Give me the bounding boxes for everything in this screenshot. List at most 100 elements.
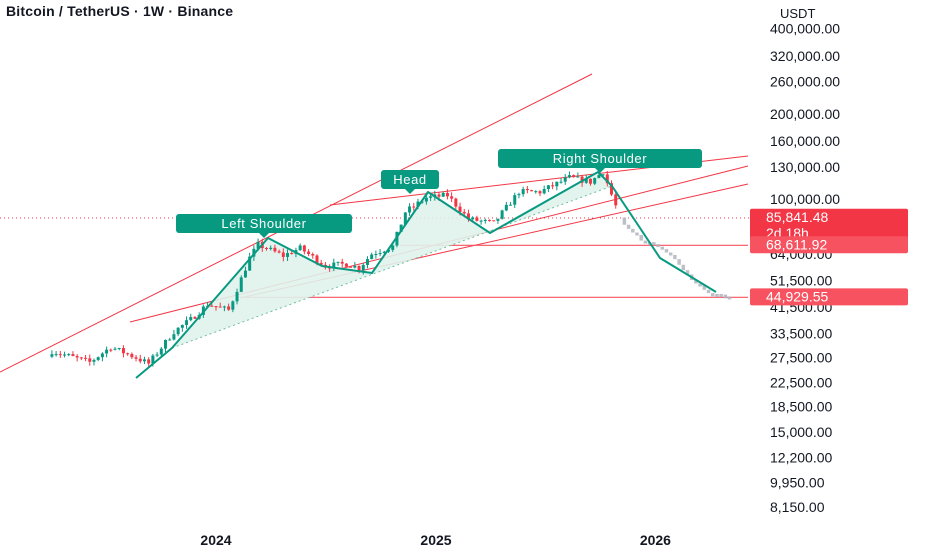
candle-body <box>79 357 83 359</box>
candle-body <box>559 181 563 183</box>
candle-body <box>71 354 75 357</box>
candle-body <box>176 327 180 335</box>
candle-body <box>441 192 445 197</box>
candle-body <box>496 218 500 221</box>
y-tick-label: 8,150.00 <box>770 499 825 515</box>
annotation-label: Head <box>393 172 426 187</box>
candle-body <box>121 348 125 354</box>
annotation-pointer <box>259 233 269 238</box>
projection-candle <box>694 279 698 284</box>
candle-body <box>222 306 226 308</box>
candle-body <box>96 357 100 360</box>
projection-candle <box>719 293 723 297</box>
candle-body <box>164 339 168 349</box>
candle-body <box>168 339 172 341</box>
candle-body <box>576 176 580 178</box>
candle-body <box>286 253 290 257</box>
y-tick-label: 320,000.00 <box>770 48 840 64</box>
candle-body <box>517 194 521 196</box>
candle-body <box>437 194 441 197</box>
candle-body <box>370 254 374 260</box>
candle-body <box>172 334 176 340</box>
candle-body <box>344 263 348 267</box>
candle-body <box>269 247 273 249</box>
candle-body <box>281 252 285 257</box>
projection-candle <box>622 217 627 225</box>
candle-body <box>231 301 235 310</box>
annotation-label: Left Shoulder <box>221 216 306 231</box>
candle-body <box>471 217 475 220</box>
candle-body <box>546 185 550 190</box>
y-tick-label: 9,950.00 <box>770 475 825 491</box>
projection-candle <box>631 228 635 233</box>
projection-candle <box>702 284 707 290</box>
x-tick-label: 2025 <box>420 532 451 548</box>
pattern-annotations: Left Shoulder Head Right Shoulder <box>176 149 702 238</box>
projection-candle <box>656 244 660 248</box>
candle-body <box>63 354 67 356</box>
candle-body <box>88 358 92 362</box>
candle-body <box>538 191 542 194</box>
y-tick-label: 51,500.00 <box>770 273 832 289</box>
candle-body <box>319 262 323 265</box>
candle-body <box>147 359 151 364</box>
price-badge <box>750 208 908 243</box>
candle-body <box>445 192 449 197</box>
candle-body <box>180 324 184 328</box>
candle-body <box>214 306 218 308</box>
pattern-area <box>172 172 612 348</box>
candle-body <box>475 217 479 221</box>
candle-body <box>151 355 155 364</box>
candle-body <box>479 220 483 222</box>
candle-body <box>492 220 496 222</box>
candle-body <box>307 251 311 254</box>
candle-body <box>54 354 58 356</box>
trend-channels <box>0 73 760 373</box>
candle-body <box>580 176 584 183</box>
pattern-lines <box>135 171 717 379</box>
candle-body <box>142 359 146 362</box>
candle-body <box>525 189 529 191</box>
y-tick-label: 160,000.00 <box>770 133 840 149</box>
y-tick-label: 260,000.00 <box>770 74 840 90</box>
candle-body <box>610 183 614 195</box>
time-axis[interactable]: 2024 2025 2026 <box>200 532 671 548</box>
candle-body <box>513 195 517 205</box>
candle-body <box>126 353 130 355</box>
candle-body <box>298 245 302 251</box>
candle-body <box>551 185 555 187</box>
candle-body <box>227 306 231 310</box>
annotation-label-box <box>498 149 702 168</box>
candle-body <box>614 194 618 206</box>
y-tick-label: 400,000.00 <box>770 21 840 37</box>
candle-body <box>374 254 378 256</box>
y-tick-label: 200,000.00 <box>770 106 840 122</box>
candle-body <box>542 189 546 194</box>
price-axis[interactable]: 400,000.00 320,000.00 260,000.00 200,000.00… <box>770 21 840 516</box>
axis-unit-label: USDT <box>780 6 816 21</box>
candle-body <box>92 359 96 362</box>
projection-candle <box>652 242 656 246</box>
candle-body <box>450 196 454 199</box>
candle-body <box>311 253 315 256</box>
projection-candle <box>643 240 648 244</box>
candle-body <box>504 204 508 211</box>
projection-candle <box>626 224 631 229</box>
neckline-dotted <box>171 185 613 349</box>
candle-body <box>248 256 252 271</box>
candle-body <box>210 305 214 307</box>
y-tick-label: 15,000.00 <box>770 424 832 440</box>
candles <box>50 170 618 367</box>
x-tick-label: 2026 <box>640 532 671 548</box>
candle-body <box>391 245 395 250</box>
pattern-zigzag-line <box>135 171 717 379</box>
candle-body <box>243 270 247 278</box>
annotation-label: Right Shoulder <box>553 151 647 166</box>
candle-body <box>509 204 513 206</box>
price-badge-value: 68,611.92 <box>766 236 827 252</box>
candle-body <box>264 248 268 250</box>
candle-body <box>487 219 491 221</box>
projection-candle <box>668 252 673 256</box>
candle-body <box>349 266 353 268</box>
